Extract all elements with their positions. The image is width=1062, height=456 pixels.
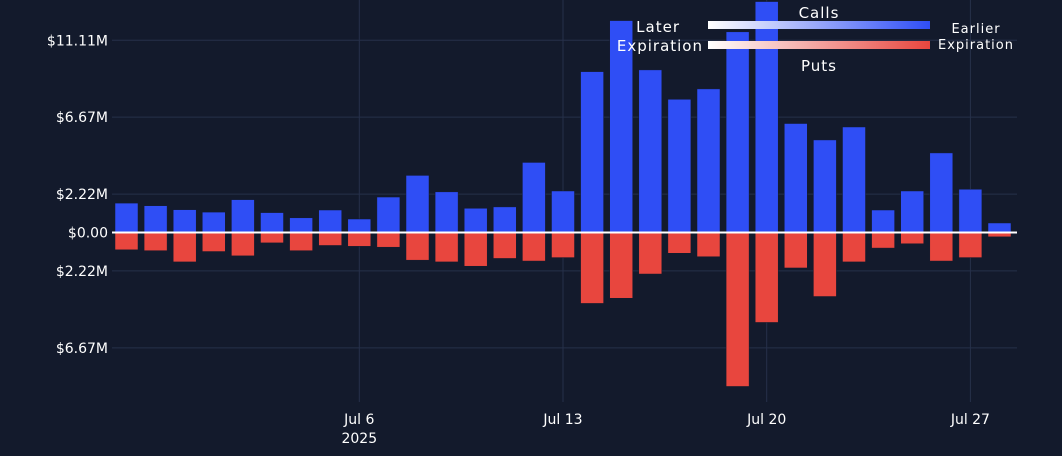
calls-bar	[987, 222, 1012, 233]
y-tick-label: $6.67M	[56, 341, 108, 357]
puts-bar	[522, 232, 546, 262]
puts-bar	[929, 232, 954, 262]
legend-puts-gradient-bar	[708, 41, 930, 49]
puts-bar	[696, 232, 721, 257]
calls-bar	[784, 123, 808, 233]
x-tick-label: Jul 20	[746, 412, 786, 428]
puts-bar	[813, 232, 837, 297]
y-tick-label: $2.22M	[56, 264, 108, 280]
puts-bar	[260, 232, 284, 244]
calls-bar	[900, 190, 924, 233]
puts-bar	[463, 232, 488, 267]
legend-earlier-label: Earlier	[951, 22, 1000, 37]
y-tick-label: $2.22M	[56, 187, 108, 203]
calls-bar	[434, 191, 459, 233]
calls-bar	[376, 196, 401, 233]
legend-expiration-right-label: Expiration	[938, 38, 1014, 53]
calls-bar	[493, 206, 517, 233]
calls-bar	[405, 175, 430, 233]
x-tick-label: Jul 27	[950, 412, 990, 428]
calls-bar	[871, 209, 895, 233]
y-tick-label: $11.11M	[47, 33, 108, 49]
puts-bar	[347, 232, 372, 247]
puts-bar	[842, 232, 866, 263]
calls-bar	[580, 71, 604, 233]
calls-bar	[551, 190, 575, 233]
puts-bar	[493, 232, 517, 259]
y-tick-label: $0.00	[68, 226, 108, 242]
x-tick-label: Jul 13	[542, 412, 582, 428]
calls-bar	[813, 139, 837, 233]
calls-bar	[638, 69, 663, 233]
legend: Later Expiration Calls Puts Earlier Expi…	[617, 4, 1014, 75]
calls-bar	[347, 218, 372, 233]
puts-bar	[318, 232, 342, 246]
legend-calls-gradient-bar	[708, 21, 930, 29]
calls-bar	[114, 202, 139, 233]
puts-bar	[871, 232, 895, 249]
calls-bar	[143, 205, 168, 233]
puts-bar	[172, 232, 197, 263]
puts-bar	[667, 232, 692, 254]
legend-puts-label: Puts	[801, 57, 837, 75]
calls-bar	[929, 152, 954, 233]
calls-bar	[667, 99, 692, 233]
calls-bar	[289, 217, 313, 233]
calls-bar	[725, 31, 750, 233]
axes: $11.11M $6.67M $2.22M $0.00 $2.22M $6.67M Jul …	[47, 33, 1017, 447]
puts-bar	[202, 232, 226, 252]
puts-bar	[405, 232, 430, 261]
puts-bar	[609, 232, 633, 299]
legend-calls-label: Calls	[799, 4, 840, 22]
puts-bar	[725, 232, 750, 387]
calls-bar	[958, 189, 983, 233]
puts-bar	[638, 232, 663, 275]
puts-bar	[900, 232, 924, 244]
x-tick-label: Jul 6	[343, 412, 374, 428]
calls-bar	[172, 209, 197, 233]
calls-bar	[842, 126, 866, 233]
x-tick-sublabel: 2025	[341, 431, 377, 447]
calls-bar	[696, 88, 721, 233]
puts-bar	[376, 232, 401, 248]
puts-bar	[784, 232, 808, 269]
puts-bar	[958, 232, 983, 258]
puts-bar	[289, 232, 313, 251]
calls-bar	[202, 211, 226, 233]
puts-bar	[434, 232, 459, 263]
legend-later-label: Later	[636, 18, 680, 36]
puts-bar	[143, 232, 168, 251]
legend-expiration-left-label: Expiration	[617, 37, 703, 55]
puts-bar	[754, 232, 779, 323]
calls-bar	[463, 208, 488, 233]
calls-bar	[318, 209, 342, 233]
calls-bar	[231, 199, 255, 233]
calls-bar	[754, 1, 779, 233]
y-tick-label: $6.67M	[56, 110, 108, 126]
calls-bar	[260, 212, 284, 233]
puts-bar	[551, 232, 575, 258]
puts-bar	[114, 232, 139, 251]
puts-bar	[580, 232, 604, 304]
puts-bar	[231, 232, 255, 257]
calls-bar	[522, 162, 546, 233]
